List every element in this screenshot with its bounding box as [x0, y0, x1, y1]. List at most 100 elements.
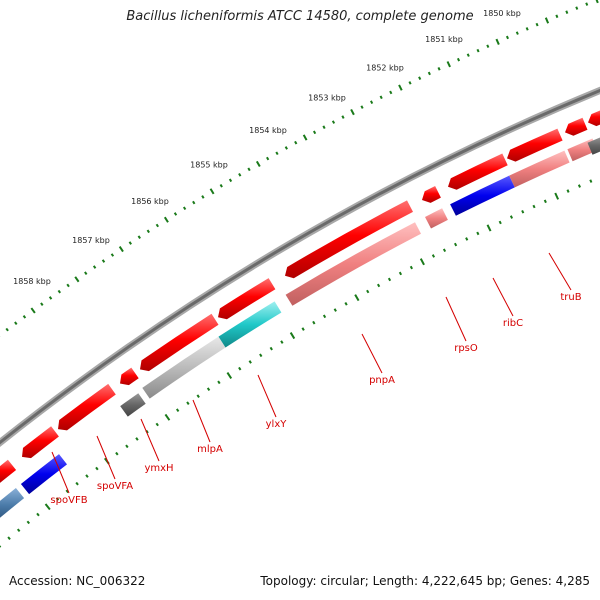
gene-label: ylxY: [266, 419, 288, 430]
tick-mark: [65, 489, 69, 494]
tick-mark: [408, 81, 412, 85]
tick-mark: [577, 184, 581, 188]
tick-mark: [196, 394, 200, 398]
tick-mark: [201, 195, 205, 199]
tick-mark: [84, 271, 88, 275]
accession-text: Accession: NC_006322: [9, 574, 146, 588]
gene-arrow: [0, 459, 17, 483]
tick-mark: [354, 294, 360, 302]
tick-mark: [331, 120, 336, 124]
gene-arrow: [422, 186, 441, 203]
gene-arrow: [218, 278, 276, 320]
gene-arrow: [0, 488, 25, 518]
tick-mark: [419, 258, 425, 266]
gene-arrow: [140, 313, 219, 372]
tick-mark: [387, 277, 392, 282]
tick-mark: [14, 321, 18, 326]
tick-mark: [259, 353, 263, 358]
tick-mark: [128, 241, 132, 245]
tick-mark: [266, 156, 270, 161]
map-title: Bacillus licheniformis ATCC 14580, compl…: [126, 9, 474, 24]
tick-mark: [182, 206, 187, 211]
label-leader-line: [548, 252, 572, 291]
gene-label: spoVFB: [50, 495, 87, 506]
label-leader-line: [96, 435, 116, 480]
tick-mark: [74, 276, 80, 283]
kbp-label: 1852 kbp: [366, 64, 404, 73]
tick-mark: [446, 61, 451, 68]
tick-mark: [219, 183, 223, 188]
tick-mark: [238, 172, 242, 177]
tick-mark: [322, 125, 326, 130]
tick-mark: [376, 283, 381, 288]
tick-mark: [454, 242, 458, 247]
tick-mark: [217, 380, 221, 385]
tick-mark: [175, 408, 180, 413]
gene-arrow: [450, 175, 515, 216]
gene-arrow: [22, 426, 59, 459]
label-leader-line: [51, 451, 70, 494]
gene-arrow: [448, 153, 508, 190]
label-leader-line: [492, 277, 514, 317]
gene-arrow: [142, 336, 226, 399]
label-leaders: [51, 252, 572, 494]
tick-mark: [301, 327, 305, 331]
tick-mark: [565, 10, 569, 14]
tick-mark: [495, 38, 500, 45]
tick-mark: [360, 105, 364, 109]
tick-mark: [44, 503, 51, 511]
tick-mark: [525, 27, 529, 31]
tick-mark: [22, 315, 27, 319]
tick-mark: [248, 360, 252, 364]
gene-arrow: [20, 454, 67, 495]
kbp-label: 1850 kbp: [483, 9, 521, 18]
tick-mark: [409, 265, 413, 270]
gene-labels: truB ribC rpsO pnpA ylxY mlpA ymxH spoVFA spoVFB: [50, 292, 581, 506]
tick-mark: [341, 115, 345, 119]
gene-arrow: [507, 128, 563, 162]
tick-mark: [312, 130, 317, 135]
tick-mark: [312, 320, 316, 325]
tick-mark: [146, 229, 150, 234]
tick-mark: [115, 451, 119, 456]
tick-mark: [544, 17, 550, 24]
tick-mark: [389, 90, 393, 95]
gene-label: spoVFA: [97, 481, 133, 492]
tick-mark: [350, 108, 355, 116]
tick-mark: [431, 254, 436, 258]
tick-mark: [427, 71, 431, 76]
tick-mark: [509, 215, 514, 219]
tick-mark: [566, 189, 570, 193]
gene-label: truB: [560, 292, 581, 303]
tick-mark: [442, 248, 447, 253]
tick-mark: [7, 536, 11, 540]
tick-mark: [48, 296, 53, 300]
kbp-label: 1855 kbp: [190, 160, 228, 169]
gene-features: [0, 110, 600, 518]
tick-mark: [238, 366, 242, 371]
tick-mark: [476, 48, 480, 53]
kbp-label: 1854 kbp: [249, 126, 287, 135]
tick-mark: [486, 224, 492, 232]
tick-mark: [155, 422, 159, 427]
gene-arrow: [587, 137, 600, 155]
tick-mark: [379, 95, 383, 100]
tick-mark: [554, 192, 560, 200]
tick-mark: [575, 6, 579, 10]
tick-mark: [465, 237, 469, 241]
tick-mark: [206, 387, 211, 392]
gene-label: ymxH: [144, 463, 173, 474]
outer-tick-marks: [0, 0, 599, 337]
tick-mark: [398, 271, 403, 276]
tick-mark: [228, 178, 233, 183]
label-leader-line: [445, 296, 467, 342]
gene-arrow: [285, 200, 413, 279]
tick-mark: [366, 289, 370, 294]
label-leader-line: [192, 399, 211, 443]
gene-arrow: [120, 367, 139, 386]
tick-mark: [280, 340, 284, 344]
kbp-label: 1856 kbp: [131, 197, 169, 206]
tick-mark: [437, 67, 441, 71]
tick-mark: [85, 474, 89, 478]
tick-mark: [555, 14, 559, 19]
